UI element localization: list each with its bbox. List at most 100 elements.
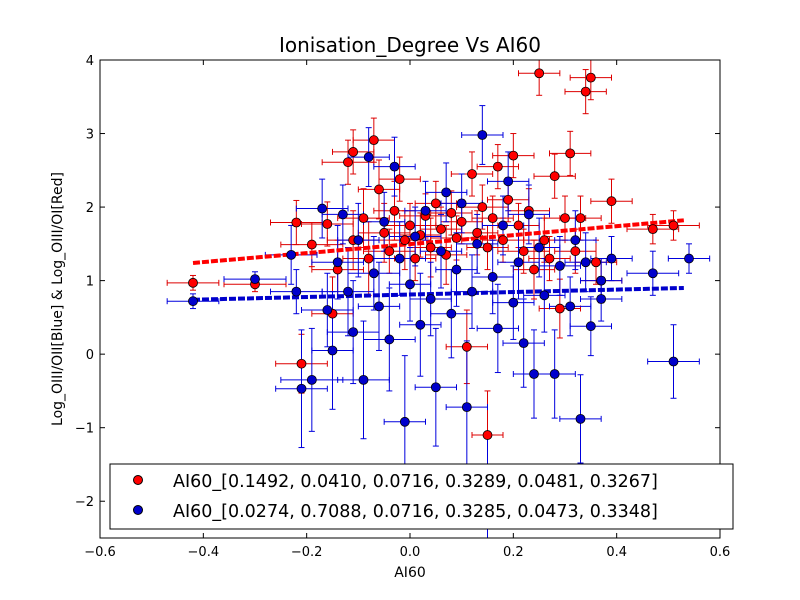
data-point [348,147,359,157]
data-point [322,219,333,229]
x-tick-label: 0.0 [400,545,421,560]
data-point [503,176,514,187]
x-tick-label: 0.6 [710,545,731,560]
y-tick-label: 4 [86,54,94,69]
data-point [554,261,565,271]
data-point [534,242,545,253]
data-point [529,264,539,275]
data-point [472,238,483,249]
data-point [580,257,591,268]
data-point [348,327,359,337]
data-point [580,86,591,97]
data-point [374,184,384,195]
data-point [477,130,488,140]
data-point [337,209,348,220]
data-point [188,296,198,307]
data-point [394,253,405,264]
data-point [374,301,384,312]
data-point [513,257,524,268]
data-point [498,235,508,246]
data-point [503,194,514,205]
data-point [291,286,302,297]
data-point [317,203,328,214]
data-point [441,187,452,198]
data-point [456,198,467,209]
data-point [668,356,679,367]
data-point [461,341,472,352]
x-axis-label: AI60 [394,565,426,581]
data-point [368,268,379,279]
data-point [389,205,400,216]
data-point [446,208,457,218]
data-point [518,246,529,257]
data-point [296,358,307,369]
x-tick-label: 0.4 [606,545,627,560]
data-point [286,249,297,260]
data-point [451,264,462,275]
data-point [684,253,694,264]
data-point [549,369,560,379]
data-point [379,216,390,227]
data-point [585,72,596,83]
data-point [482,242,493,253]
x-tick-label: 0.2 [503,545,524,560]
chart-title: Ionisation_Degree Vs AI60 [279,33,541,57]
data-point [405,279,415,290]
data-point [508,150,519,161]
x-tick-label: −0.4 [188,545,220,560]
data-point [436,246,446,257]
data-point [482,430,493,440]
legend-marker-blue [133,505,143,515]
data-point [410,253,421,264]
data-point [394,174,405,185]
data-point [606,196,617,207]
data-point [575,213,586,224]
data-point [487,272,498,282]
x-tick-label: −0.6 [84,545,116,560]
data-point [570,235,581,246]
data-point [498,220,508,231]
legend-box [109,463,734,530]
y-tick-label: 2 [86,201,94,216]
data-point [585,321,596,332]
data-point [415,319,426,330]
data-point [477,202,488,212]
data-point [410,231,421,242]
data-point [539,290,550,301]
legend-marker-red [133,475,143,485]
data-point [534,68,545,79]
data-point [306,374,317,385]
data-point [384,334,395,345]
data-point [565,148,576,159]
data-point [327,345,338,356]
axis-ticks: −0.6 −0.4 −0.2 0.0 0.2 0.4 0.6 −2 −1 0 1 2 3 4 [75,54,731,560]
data-point [461,402,472,413]
data-point [250,274,260,285]
points-series-0 [188,68,679,440]
y-tick-label: 3 [86,128,94,143]
data-point [549,171,560,182]
data-layer [166,60,711,538]
data-point [368,135,379,146]
data-point [399,416,410,427]
data-point [456,216,467,227]
data-point [188,277,198,288]
data-point [358,374,369,385]
data-point [363,253,374,264]
data-point [332,257,343,268]
data-point [591,257,601,268]
data-point [523,209,534,220]
legend: AI60_[0.1492, 0.0410, 0.0716, 0.3289, 0.… [109,463,734,530]
y-tick-label: −2 [75,495,94,510]
data-point [554,303,565,314]
data-point [529,369,539,379]
legend-label-blue: AI60_[0.0274, 0.7088, 0.0716, 0.3285, 0.… [173,502,658,522]
data-point [353,235,364,246]
data-point [430,198,441,209]
points-series-1 [188,130,694,527]
data-point [322,305,333,315]
y-axis-label: Log_OIII/OII[Blue] & Log_OIII/OI[Red] [50,172,66,426]
data-point [343,286,353,297]
data-point [425,294,436,304]
data-point [570,246,581,257]
